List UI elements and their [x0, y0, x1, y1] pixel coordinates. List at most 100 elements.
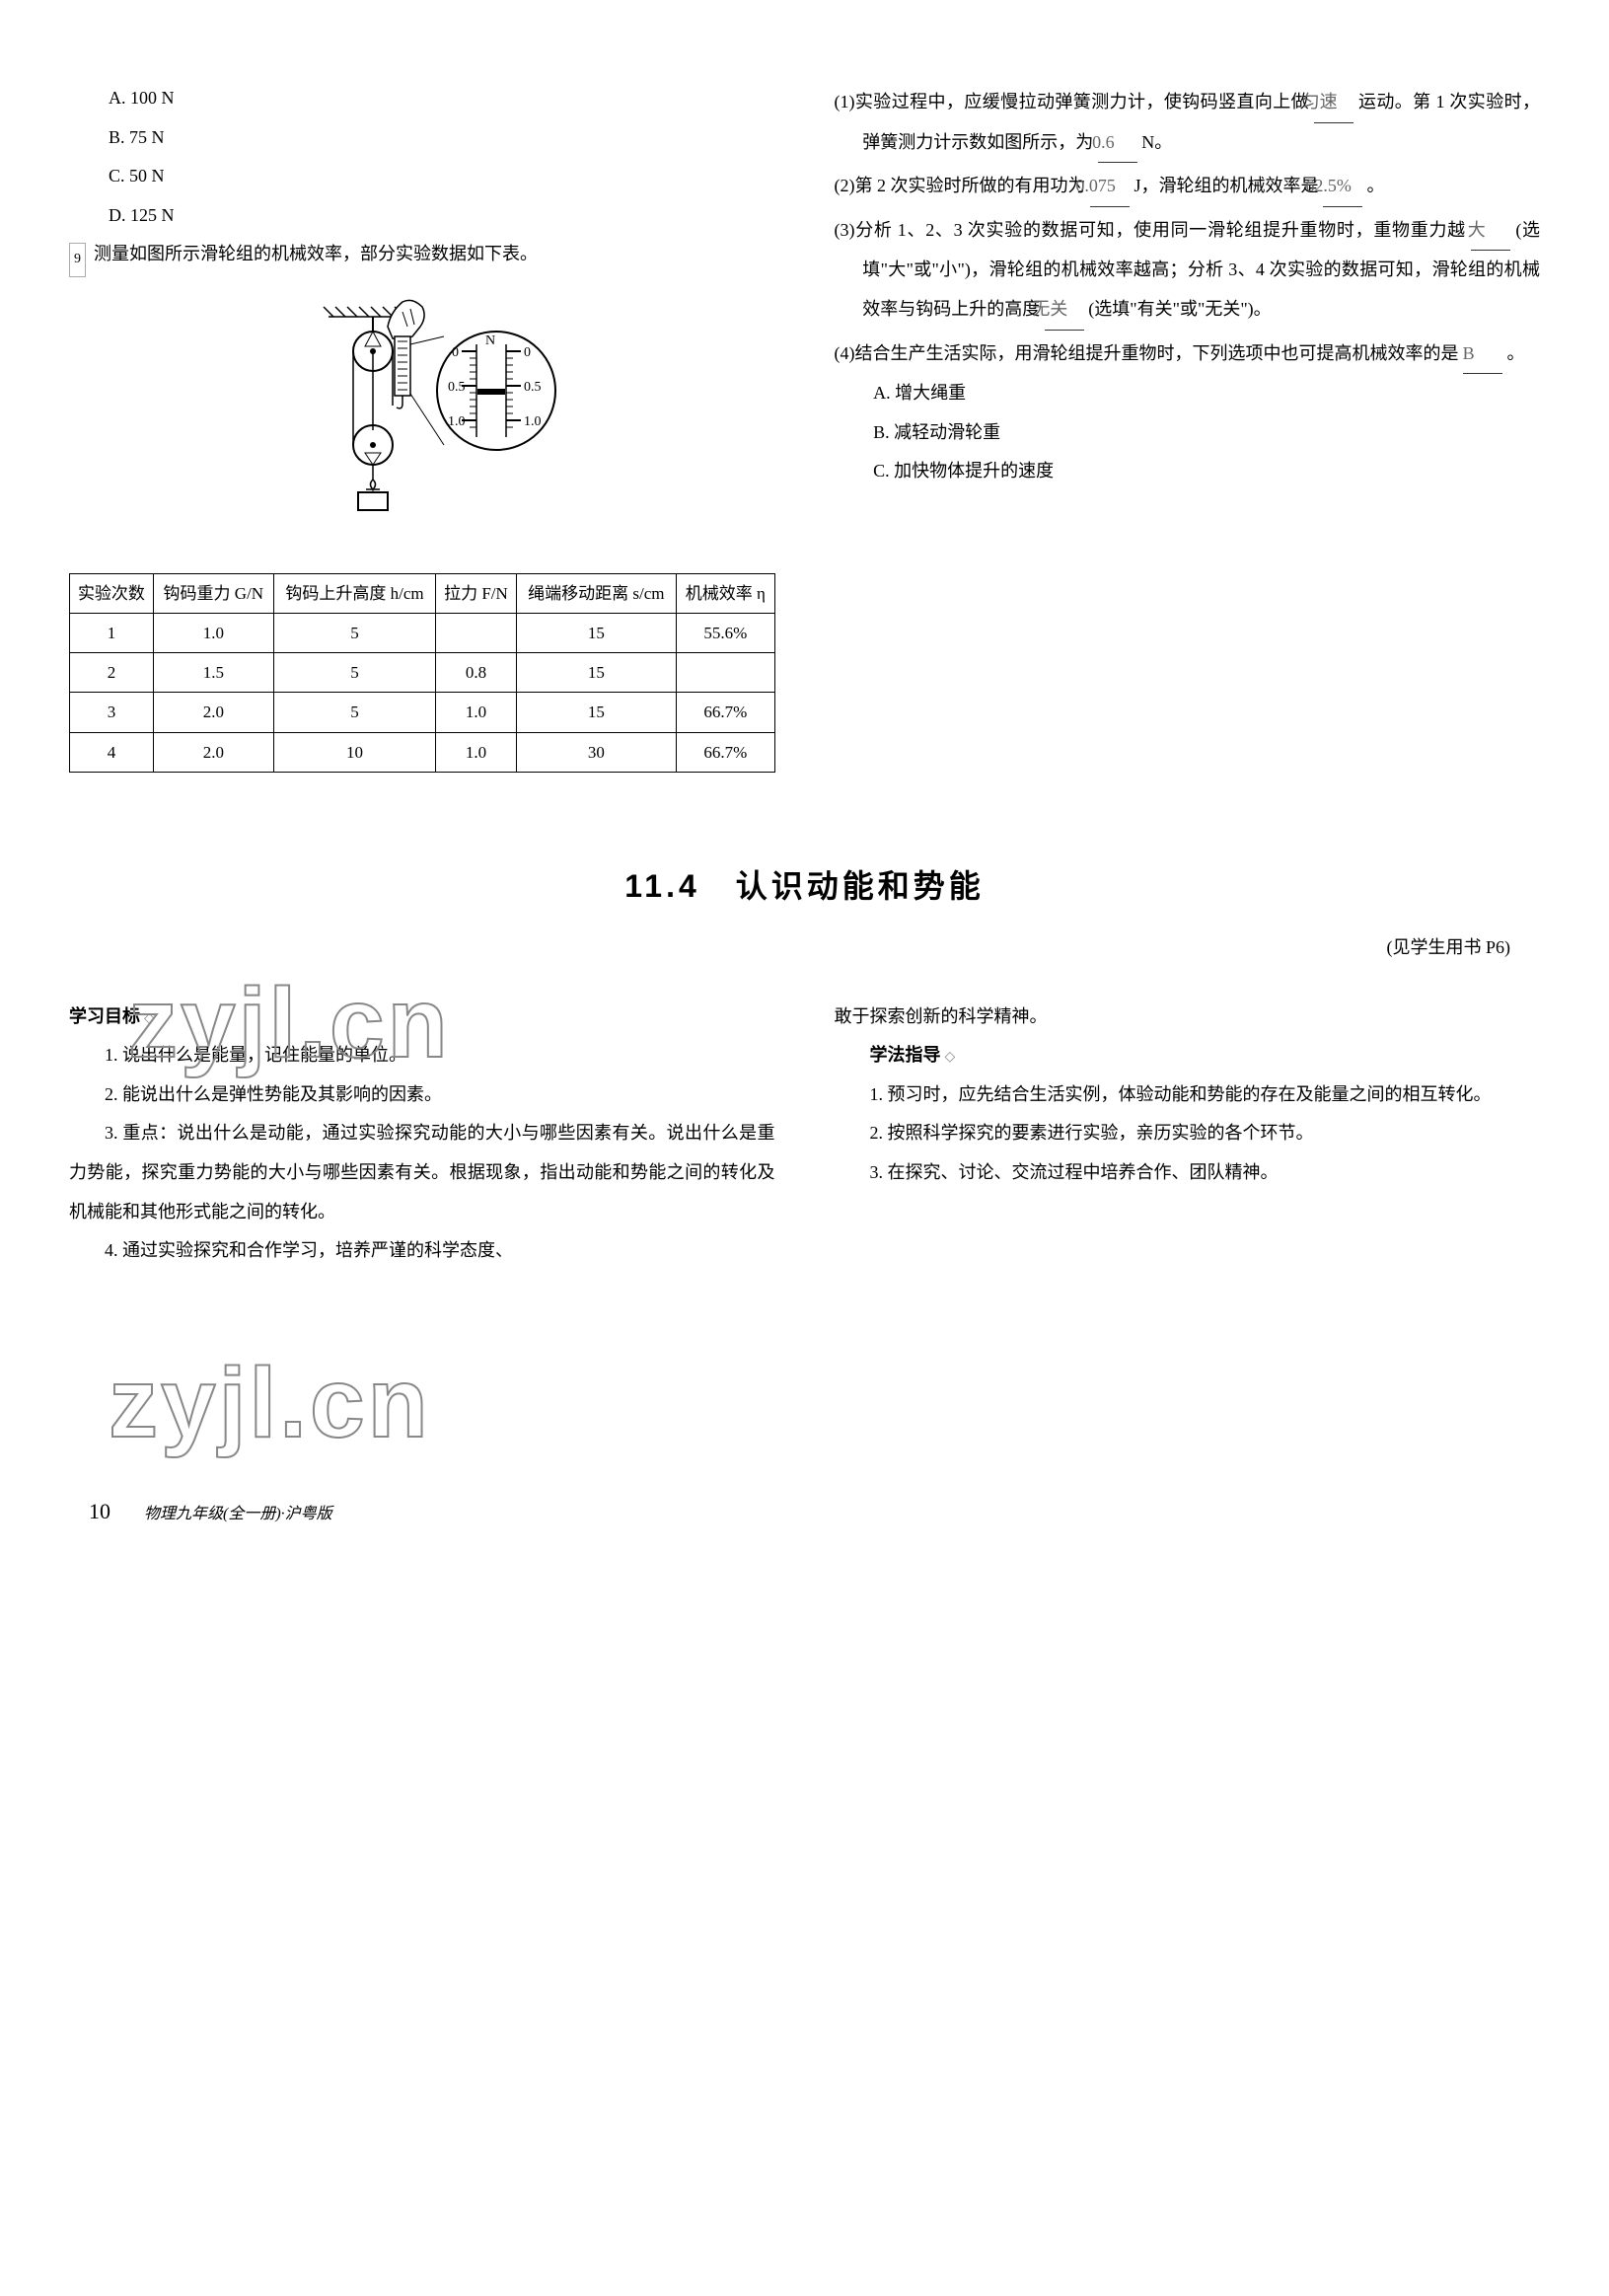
svg-text:0.5: 0.5: [524, 380, 542, 395]
table-row: 4 2.0 10 1.0 30 66.7%: [70, 732, 775, 772]
cell: 10: [273, 732, 436, 772]
section-title: 11.4 认识动能和势能: [69, 852, 1540, 921]
q9-part4-options: A. 增大绳重 B. 减轻动滑轮重 C. 加快物体提升的速度: [835, 374, 1541, 491]
svg-text:1.0: 1.0: [448, 414, 466, 429]
pulley-figure: N 0 0.5 1.0 0 0.5 1.0: [69, 297, 775, 554]
bottom-left-column: zyjl.cn 学习目标◇ 1. 说出什么是能量，记住能量的单位。 2. 能说出…: [69, 998, 775, 1271]
cell: [677, 653, 774, 693]
svg-text:0.5: 0.5: [448, 380, 466, 395]
text: (4)结合生产生活实际，用滑轮组提升重物时，下列选项中也可提高机械效率的是: [835, 343, 1459, 363]
footer-text: 物理九年级(全一册)·沪粤版: [144, 1506, 332, 1522]
page-footer: 10 物理九年级(全一册)·沪粤版: [69, 1488, 1540, 1535]
objective-item: 4. 通过实验探究和合作学习，培养严谨的科学态度、: [69, 1231, 775, 1271]
th-height: 钩码上升高度 h/cm: [273, 573, 436, 613]
th-weight: 钩码重力 G/N: [153, 573, 273, 613]
q9-part2: (2)第 2 次实验时所做的有用功为 0.075 J，滑轮组的机械效率是 62.…: [835, 167, 1541, 207]
th-distance: 绳端移动距离 s/cm: [516, 573, 676, 613]
mc-options: A. 100 N B. 75 N C. 50 N D. 125 N: [69, 79, 775, 235]
cell: 1.0: [436, 732, 516, 772]
option-a: A. 增大绳重: [873, 374, 1540, 413]
table-row: 3 2.0 5 1.0 15 66.7%: [70, 693, 775, 732]
top-right-column: (1)实验过程中，应缓慢拉动弹簧测力计，使钩码竖直向上做 匀速 运动。第 1 次…: [835, 79, 1541, 773]
cell: [436, 613, 516, 652]
option-d: D. 125 N: [109, 196, 775, 236]
top-section: A. 100 N B. 75 N C. 50 N D. 125 N 9 测量如图…: [69, 79, 1540, 773]
text: J，滑轮组的机械效率是: [1134, 176, 1319, 195]
svg-text:1.0: 1.0: [524, 414, 542, 429]
text: N。: [1141, 132, 1172, 152]
th-efficiency: 机械效率 η: [677, 573, 774, 613]
watermark-2: zyjl.cn: [109, 1338, 523, 1476]
cell: 15: [516, 693, 676, 732]
cell: 5: [273, 653, 436, 693]
page-number: 10: [89, 1499, 110, 1523]
answer-blank: 大: [1471, 211, 1510, 252]
option-b: B. 75 N: [109, 118, 775, 158]
cell: 30: [516, 732, 676, 772]
continued-text: 敢于探索创新的科学精神。: [835, 998, 1541, 1037]
objective-item: 2. 能说出什么是弹性势能及其影响的因素。: [69, 1075, 775, 1115]
objective-item: 1. 说出什么是能量，记住能量的单位。: [69, 1036, 775, 1075]
cell: 2: [70, 653, 154, 693]
answer-blank: 62.5%: [1323, 167, 1362, 207]
svg-text:0: 0: [524, 345, 531, 360]
heading-text: 学习目标: [69, 1006, 140, 1026]
cell: 1.5: [153, 653, 273, 693]
cell: 66.7%: [677, 693, 774, 732]
diamond-icon: ◇: [945, 1050, 956, 1065]
q9-part3: (3)分析 1、2、3 次实验的数据可知，使用同一滑轮组提升重物时，重物重力越 …: [835, 211, 1541, 331]
text: (3)分析 1、2、3 次实验的数据可知，使用同一滑轮组提升重物时，重物重力越: [835, 220, 1466, 240]
heading-text: 学法指导: [870, 1045, 941, 1065]
guide-item: 3. 在探究、讨论、交流过程中培养合作、团队精神。: [835, 1153, 1541, 1193]
diamond-icon: ◇: [144, 1011, 155, 1026]
experiment-data-table: 实验次数 钩码重力 G/N 钩码上升高度 h/cm 拉力 F/N 绳端移动距离 …: [69, 573, 775, 773]
objective-item: 3. 重点：说出什么是动能，通过实验探究动能的大小与哪些因素有关。说出什么是重力…: [69, 1114, 775, 1231]
svg-text:zyjl.cn: zyjl.cn: [109, 1348, 431, 1458]
guide-item: 1. 预习时，应先结合生活实例，体验动能和势能的存在及能量之间的相互转化。: [835, 1075, 1541, 1115]
option-b: B. 减轻动滑轮重: [873, 413, 1540, 453]
cell: 55.6%: [677, 613, 774, 652]
cell: 1.0: [436, 693, 516, 732]
option-c: C. 50 N: [109, 157, 775, 196]
cell: 3: [70, 693, 154, 732]
answer-blank: 0.6: [1098, 123, 1137, 164]
pulley-diagram-svg: N 0 0.5 1.0 0 0.5 1.0: [274, 297, 570, 539]
q9-text: 测量如图所示滑轮组的机械效率，部分实验数据如下表。: [94, 235, 538, 274]
study-objectives-heading: 学习目标 ◇: [69, 998, 775, 1037]
answer-blank: 0.075: [1090, 167, 1130, 207]
study-guide-heading: 学法指导 ◇: [835, 1036, 1541, 1075]
text: (选填"有关"或"无关")。: [1088, 299, 1271, 319]
cell: 1.0: [153, 613, 273, 652]
section-ref: (见学生用书 P6): [69, 928, 1540, 968]
objectives-list: 1. 说出什么是能量，记住能量的单位。 2. 能说出什么是弹性势能及其影响的因素…: [69, 1036, 775, 1271]
top-left-column: A. 100 N B. 75 N C. 50 N D. 125 N 9 测量如图…: [69, 79, 775, 773]
cell: 5: [273, 693, 436, 732]
q9-part1: (1)实验过程中，应缓慢拉动弹簧测力计，使钩码竖直向上做 匀速 运动。第 1 次…: [835, 83, 1541, 163]
cell: 4: [70, 732, 154, 772]
text: 。: [1507, 343, 1525, 363]
th-trial: 实验次数: [70, 573, 154, 613]
cell: 15: [516, 613, 676, 652]
q9-part4: (4)结合生产生活实际，用滑轮组提升重物时，下列选项中也可提高机械效率的是 B …: [835, 334, 1541, 375]
text: (1)实验过程中，应缓慢拉动弹簧测力计，使钩码竖直向上做: [835, 92, 1310, 111]
svg-text:N: N: [485, 333, 495, 348]
text: (2)第 2 次实验时所做的有用功为: [835, 176, 1086, 195]
svg-text:0: 0: [452, 345, 459, 360]
answer-blank: B: [1463, 334, 1502, 375]
cell: 5: [273, 613, 436, 652]
th-force: 拉力 F/N: [436, 573, 516, 613]
q9-number-box: 9: [69, 243, 86, 277]
answer-blank: 匀速: [1314, 83, 1353, 123]
question-9: 9 测量如图所示滑轮组的机械效率，部分实验数据如下表。: [69, 235, 775, 277]
table-row: 2 1.5 5 0.8 15: [70, 653, 775, 693]
cell: 2.0: [153, 693, 273, 732]
option-a: A. 100 N: [109, 79, 775, 118]
cell: 2.0: [153, 732, 273, 772]
guide-list: 1. 预习时，应先结合生活实例，体验动能和势能的存在及能量之间的相互转化。 2.…: [835, 1075, 1541, 1193]
cell: 15: [516, 653, 676, 693]
bottom-right-column: 敢于探索创新的科学精神。 学法指导 ◇ 1. 预习时，应先结合生活实例，体验动能和…: [835, 998, 1541, 1271]
text: 。: [1367, 176, 1385, 195]
bottom-section: zyjl.cn 学习目标◇ 1. 说出什么是能量，记住能量的单位。 2. 能说出…: [69, 998, 1540, 1271]
cell: 1: [70, 613, 154, 652]
answer-blank: 无关: [1045, 290, 1084, 331]
